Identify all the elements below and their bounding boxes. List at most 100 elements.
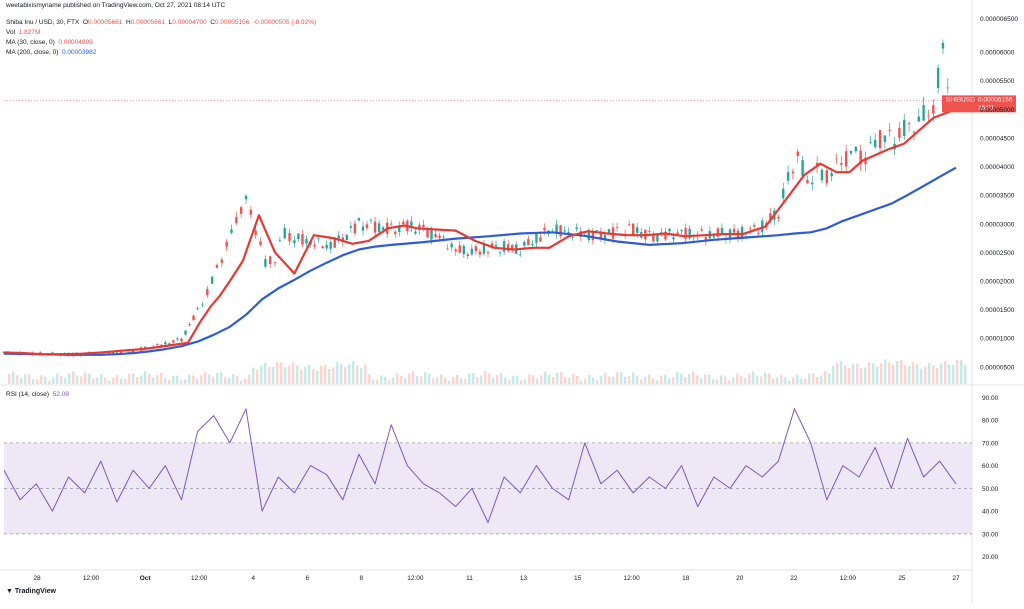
volume-bar xyxy=(676,372,679,384)
candle-body xyxy=(196,307,199,309)
volume-bar xyxy=(800,378,803,384)
candle-body xyxy=(418,224,421,230)
candle-body xyxy=(377,223,381,233)
candle-body xyxy=(486,252,490,254)
candle-body xyxy=(293,240,296,244)
candle-body xyxy=(523,241,526,246)
volume-bar xyxy=(104,377,107,384)
volume-bar xyxy=(296,365,299,384)
volume-bar xyxy=(668,378,671,384)
volume-bar xyxy=(764,372,767,384)
candle-body xyxy=(269,256,272,265)
candle-body xyxy=(874,139,877,148)
ohlc-high: 0.00005661 xyxy=(130,19,166,26)
volume-bar xyxy=(452,377,455,384)
volume-bar xyxy=(48,380,51,384)
volume-bar xyxy=(936,368,939,384)
volume-bar xyxy=(52,377,55,384)
volume-bar xyxy=(228,377,231,384)
ohlc-close-label: C xyxy=(210,19,215,26)
volume-bar xyxy=(460,378,463,384)
volume-bar xyxy=(300,369,303,384)
candle-body xyxy=(438,235,441,239)
volume-bar xyxy=(840,361,843,384)
candle-body xyxy=(716,228,720,237)
volume-bar xyxy=(752,371,755,384)
candle-body xyxy=(607,229,611,235)
candle-body xyxy=(402,221,405,225)
candle-body xyxy=(156,343,159,345)
time-tick-label: 4 xyxy=(251,575,255,582)
vol-label: Vol xyxy=(6,29,16,36)
volume-bar xyxy=(776,377,779,384)
volume-bar xyxy=(176,375,179,384)
volume-bar xyxy=(416,375,419,384)
time-tick-label: 13 xyxy=(520,575,528,582)
volume-bar xyxy=(796,374,799,384)
volume-bar xyxy=(808,373,811,384)
candle-body xyxy=(656,234,659,242)
volume-bar xyxy=(524,379,527,384)
volume-bar xyxy=(328,368,331,384)
volume-bar xyxy=(428,373,431,384)
candle-body xyxy=(51,352,54,354)
volume-bar xyxy=(720,375,723,384)
volume-bar xyxy=(8,374,11,384)
volume-bar xyxy=(224,377,227,384)
volume-bar xyxy=(748,373,751,384)
volume-row: Vol 1.827M xyxy=(6,29,40,36)
volume-bar xyxy=(848,368,851,384)
candle-body xyxy=(506,244,510,251)
candle-body xyxy=(927,115,930,117)
time-axis: 28 12:00 Oct 12:00 4 6 8 12:00 11 13 15 12:00 18 20 22… xyxy=(33,575,960,582)
candle-body xyxy=(450,243,453,248)
volume-bar xyxy=(424,372,427,384)
rsi-value: 52.08 xyxy=(52,391,69,398)
volume-bar xyxy=(896,361,899,384)
volume-bar xyxy=(164,377,167,384)
tradingview-logo: ▼ TradingView xyxy=(6,588,56,595)
candle-body xyxy=(325,244,328,249)
volume-bar xyxy=(656,380,659,384)
candle-body xyxy=(535,233,538,243)
time-tick-label: 22 xyxy=(790,575,798,582)
candle-body xyxy=(131,350,135,353)
volume-bar xyxy=(400,376,403,384)
price-tick-label: 0.00001000 xyxy=(980,336,1015,343)
candle-body xyxy=(434,234,437,238)
volume-bar xyxy=(608,376,611,384)
volume-bar xyxy=(960,360,963,384)
volume-bar xyxy=(924,366,927,384)
candle-body xyxy=(180,338,183,342)
volume-bar xyxy=(892,364,895,384)
ohlc-low-label: L xyxy=(168,19,173,26)
volume-bar xyxy=(436,377,439,384)
candle-body xyxy=(740,226,744,239)
candle-body xyxy=(912,131,916,133)
candle-body xyxy=(220,259,223,263)
volume-bar xyxy=(864,367,867,384)
candle-body xyxy=(835,158,838,160)
candle-body xyxy=(840,162,843,165)
volume-bar xyxy=(380,375,383,384)
candle-body xyxy=(119,351,123,354)
volume-bar xyxy=(560,372,563,384)
price-tick-label: 0.00005500 xyxy=(980,78,1015,85)
candle-body xyxy=(442,236,445,238)
volume-bar xyxy=(372,379,375,384)
price-tick-label: 0.00004500 xyxy=(980,135,1015,142)
candle-body xyxy=(288,232,291,241)
candle-body xyxy=(820,169,824,181)
volume-bar xyxy=(528,374,531,384)
volume-bar xyxy=(640,379,643,384)
candle-body xyxy=(854,146,858,152)
volume-bar xyxy=(120,378,123,384)
volume-bar xyxy=(964,364,967,384)
candle-body xyxy=(329,242,332,249)
time-tick-label: 12:00 xyxy=(624,575,641,582)
candle-body xyxy=(801,160,804,176)
volume-bar xyxy=(772,378,775,384)
volume-bar xyxy=(200,375,203,384)
volume-bar xyxy=(832,365,835,384)
